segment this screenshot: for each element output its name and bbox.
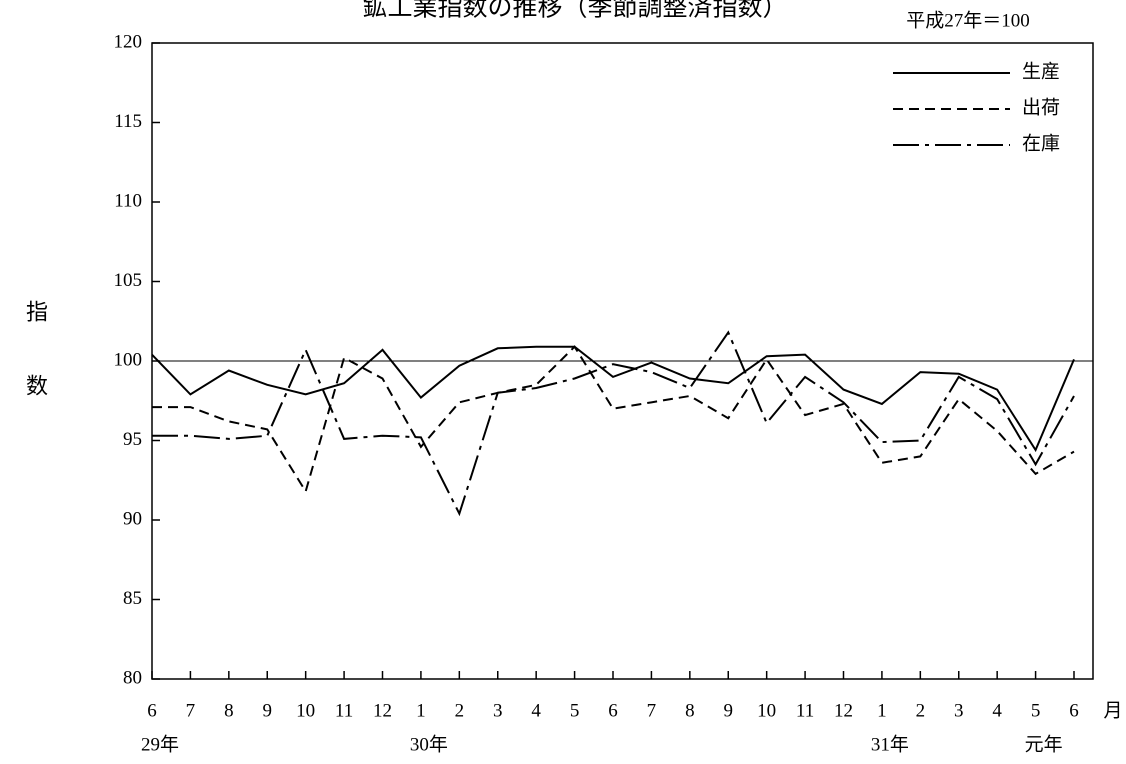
x-tick-label: 4 (531, 700, 541, 721)
x-tick-label: 7 (186, 700, 196, 721)
x-group-label: 29年 (141, 733, 179, 755)
y-tick-label: 80 (123, 667, 142, 688)
x-tick-label: 11 (335, 700, 353, 721)
y-tick-label: 120 (114, 31, 143, 52)
x-tick-label: 2 (916, 700, 926, 721)
x-tick-label: 5 (570, 700, 580, 721)
y-tick-label: 85 (123, 588, 142, 609)
x-tick-label: 6 (1069, 700, 1079, 721)
x-tick-label: 2 (455, 700, 465, 721)
x-tick-label: 9 (724, 700, 734, 721)
y-tick-label: 105 (114, 270, 143, 291)
y-tick-label: 90 (123, 508, 142, 529)
x-tick-label: 12 (834, 700, 853, 721)
x-tick-label: 5 (1031, 700, 1041, 721)
x-tick-label: 11 (796, 700, 814, 721)
x-tick-label: 10 (757, 700, 776, 721)
chart-title: 鉱工業指数の推移（季節調整済指数） (362, 0, 787, 22)
x-tick-label: 3 (493, 700, 503, 721)
x-tick-label: 12 (373, 700, 392, 721)
x-group-label: 元年 (1025, 733, 1063, 755)
x-tick-label: 4 (992, 700, 1002, 721)
x-tick-label: 1 (877, 700, 887, 721)
series-line (151, 345, 1075, 453)
y-axis-label: 指数 (23, 300, 48, 448)
x-tick-label: 1 (416, 700, 426, 721)
x-tick-label: 10 (296, 700, 315, 721)
x-tick-label: 6 (147, 700, 157, 721)
series-line (152, 345, 1075, 494)
x-group-label: 31年 (871, 733, 909, 755)
series-line (152, 330, 1075, 517)
x-group-label: 30年 (410, 733, 448, 755)
chart-subtitle: 平成27年＝100 (906, 9, 1030, 31)
x-tick-label: 6 (608, 700, 618, 721)
y-tick-label: 100 (114, 349, 143, 370)
x-tick-label: 8 (685, 700, 695, 721)
x-tick-label: 7 (647, 700, 657, 721)
y-tick-label: 95 (123, 429, 142, 450)
y-tick-label: 115 (114, 111, 142, 132)
legend-label: 生産 (1022, 60, 1060, 82)
legend-label: 出荷 (1022, 96, 1060, 118)
x-unit-label: 月 (1103, 700, 1122, 721)
legend-label: 在庫 (1022, 132, 1060, 154)
x-tick-label: 3 (954, 700, 964, 721)
x-tick-label: 9 (263, 700, 273, 721)
x-tick-label: 8 (224, 700, 234, 721)
y-tick-label: 110 (114, 190, 142, 211)
